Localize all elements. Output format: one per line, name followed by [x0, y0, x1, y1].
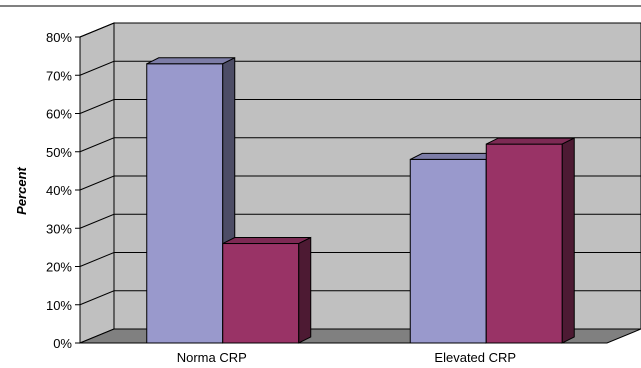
- gridline: [79, 137, 641, 153]
- bar: [146, 63, 224, 344]
- y-tick-label: 40%: [46, 183, 72, 198]
- y-tick-label: 80%: [46, 30, 72, 45]
- gridline: [79, 99, 641, 114]
- bar-top: [410, 152, 499, 160]
- x-tick-label: Elevated CRP: [434, 350, 516, 365]
- gridline: [79, 22, 641, 38]
- y-tick-label: 60%: [46, 107, 72, 122]
- bar: [222, 243, 300, 344]
- y-tick-label: 10%: [46, 298, 72, 313]
- y-tick-label: 50%: [46, 145, 72, 160]
- y-tick-label: 70%: [46, 68, 72, 83]
- bar-top: [222, 237, 311, 245]
- bar-side: [561, 137, 575, 344]
- x-tick-label: Norma CRP: [177, 350, 247, 365]
- y-axis-title: Percent: [14, 166, 29, 214]
- y-tick-labels: 0% 10% 20% 30% 40% 50% 60% 70% 80%: [46, 30, 72, 351]
- axes: [75, 36, 607, 344]
- bar: [409, 158, 487, 344]
- y-tick-label: 30%: [46, 221, 72, 236]
- y-tick-label: 20%: [46, 260, 72, 275]
- y-tick-label: 0%: [53, 336, 72, 351]
- x-tick-labels: Norma CRP Elevated CRP: [177, 350, 516, 365]
- bar-side: [298, 236, 312, 344]
- bar-top: [146, 57, 235, 65]
- bars: [146, 56, 575, 344]
- bar: [485, 143, 563, 344]
- bar-top: [486, 137, 575, 145]
- gridline: [79, 60, 641, 76]
